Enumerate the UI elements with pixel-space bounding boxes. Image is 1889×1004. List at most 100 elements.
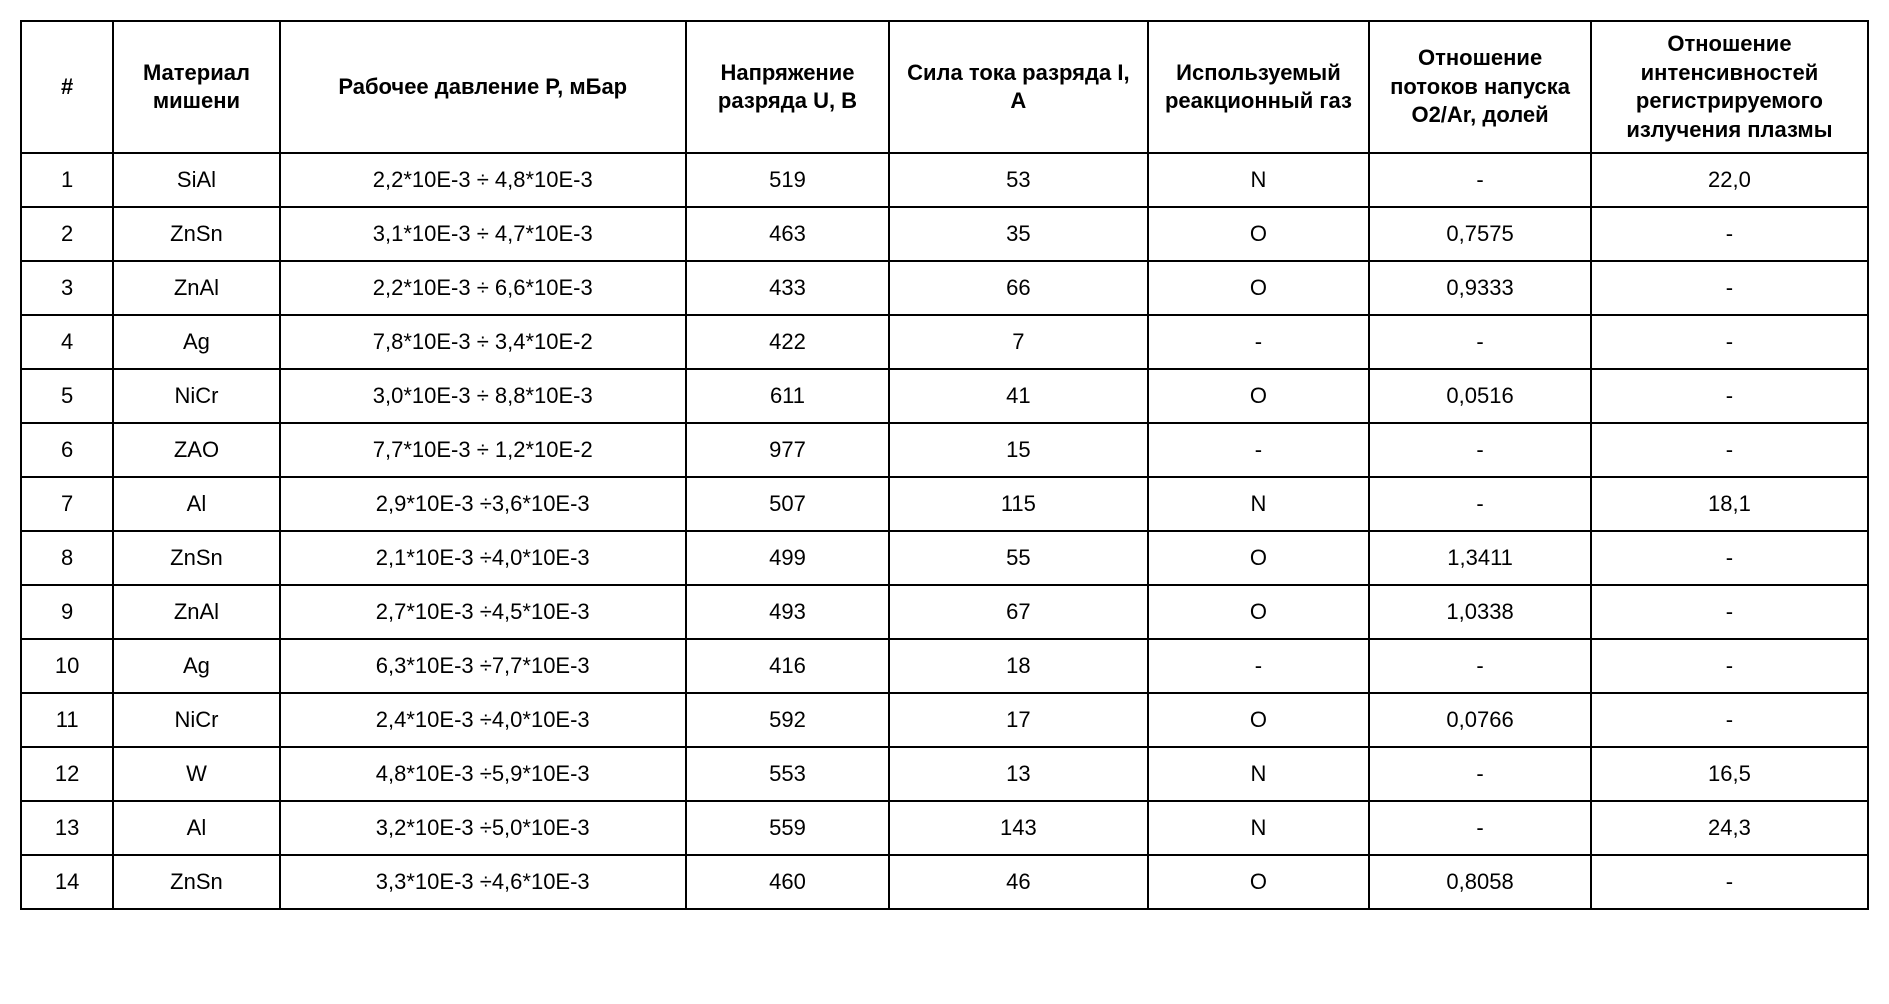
cell-3-1: Ag — [113, 315, 279, 369]
cell-2-3: 433 — [686, 261, 889, 315]
cell-7-3: 499 — [686, 531, 889, 585]
header-cell-2: Рабочее давление P, мБар — [280, 21, 686, 153]
cell-9-0: 10 — [21, 639, 113, 693]
cell-6-6: - — [1369, 477, 1591, 531]
cell-0-4: 53 — [889, 153, 1148, 207]
cell-4-0: 5 — [21, 369, 113, 423]
table-row: 10Ag6,3*10E-3 ÷7,7*10E-341618--- — [21, 639, 1868, 693]
cell-2-5: O — [1148, 261, 1370, 315]
cell-1-2: 3,1*10E-3 ÷ 4,7*10E-3 — [280, 207, 686, 261]
cell-4-2: 3,0*10E-3 ÷ 8,8*10E-3 — [280, 369, 686, 423]
cell-9-1: Ag — [113, 639, 279, 693]
cell-9-4: 18 — [889, 639, 1148, 693]
table-row: 7Al2,9*10E-3 ÷3,6*10E-3507115N-18,1 — [21, 477, 1868, 531]
cell-10-2: 2,4*10E-3 ÷4,0*10E-3 — [280, 693, 686, 747]
cell-13-0: 14 — [21, 855, 113, 909]
cell-0-3: 519 — [686, 153, 889, 207]
cell-7-6: 1,3411 — [1369, 531, 1591, 585]
cell-0-0: 1 — [21, 153, 113, 207]
header-cell-6: Отношение потоков напуска O2/Ar, долей — [1369, 21, 1591, 153]
cell-12-7: 24,3 — [1591, 801, 1868, 855]
cell-11-7: 16,5 — [1591, 747, 1868, 801]
cell-4-1: NiCr — [113, 369, 279, 423]
cell-12-2: 3,2*10E-3 ÷5,0*10E-3 — [280, 801, 686, 855]
cell-5-4: 15 — [889, 423, 1148, 477]
cell-5-5: - — [1148, 423, 1370, 477]
cell-7-1: ZnSn — [113, 531, 279, 585]
cell-6-1: Al — [113, 477, 279, 531]
cell-7-5: O — [1148, 531, 1370, 585]
cell-3-4: 7 — [889, 315, 1148, 369]
cell-7-2: 2,1*10E-3 ÷4,0*10E-3 — [280, 531, 686, 585]
cell-12-1: Al — [113, 801, 279, 855]
cell-6-5: N — [1148, 477, 1370, 531]
cell-1-0: 2 — [21, 207, 113, 261]
cell-8-1: ZnAl — [113, 585, 279, 639]
cell-10-6: 0,0766 — [1369, 693, 1591, 747]
table-row: 9ZnAl2,7*10E-3 ÷4,5*10E-349367O1,0338- — [21, 585, 1868, 639]
cell-9-5: - — [1148, 639, 1370, 693]
cell-3-5: - — [1148, 315, 1370, 369]
cell-12-6: - — [1369, 801, 1591, 855]
cell-0-6: - — [1369, 153, 1591, 207]
table-header: #Материал мишениРабочее давление P, мБар… — [21, 21, 1868, 153]
table-row: 4Ag7,8*10E-3 ÷ 3,4*10E-24227--- — [21, 315, 1868, 369]
cell-3-3: 422 — [686, 315, 889, 369]
cell-13-7: - — [1591, 855, 1868, 909]
cell-0-2: 2,2*10E-3 ÷ 4,8*10E-3 — [280, 153, 686, 207]
cell-5-2: 7,7*10E-3 ÷ 1,2*10E-2 — [280, 423, 686, 477]
cell-11-4: 13 — [889, 747, 1148, 801]
header-cell-3: Напряжение разряда U, B — [686, 21, 889, 153]
cell-0-1: SiAl — [113, 153, 279, 207]
cell-9-6: - — [1369, 639, 1591, 693]
cell-6-4: 115 — [889, 477, 1148, 531]
cell-2-1: ZnAl — [113, 261, 279, 315]
cell-9-7: - — [1591, 639, 1868, 693]
cell-8-3: 493 — [686, 585, 889, 639]
cell-10-4: 17 — [889, 693, 1148, 747]
cell-11-6: - — [1369, 747, 1591, 801]
table-body: 1SiAl2,2*10E-3 ÷ 4,8*10E-351953N-22,02Zn… — [21, 153, 1868, 909]
cell-7-4: 55 — [889, 531, 1148, 585]
cell-2-6: 0,9333 — [1369, 261, 1591, 315]
cell-8-4: 67 — [889, 585, 1148, 639]
header-cell-0: # — [21, 21, 113, 153]
cell-5-6: - — [1369, 423, 1591, 477]
cell-13-3: 460 — [686, 855, 889, 909]
cell-10-5: O — [1148, 693, 1370, 747]
cell-5-7: - — [1591, 423, 1868, 477]
cell-4-5: O — [1148, 369, 1370, 423]
cell-10-7: - — [1591, 693, 1868, 747]
cell-5-0: 6 — [21, 423, 113, 477]
cell-13-2: 3,3*10E-3 ÷4,6*10E-3 — [280, 855, 686, 909]
table-row: 5NiCr3,0*10E-3 ÷ 8,8*10E-361141O0,0516- — [21, 369, 1868, 423]
cell-13-1: ZnSn — [113, 855, 279, 909]
cell-1-3: 463 — [686, 207, 889, 261]
cell-12-4: 143 — [889, 801, 1148, 855]
table-row: 12W4,8*10E-3 ÷5,9*10E-355313N-16,5 — [21, 747, 1868, 801]
cell-6-7: 18,1 — [1591, 477, 1868, 531]
cell-1-7: - — [1591, 207, 1868, 261]
table-row: 13Al3,2*10E-3 ÷5,0*10E-3559143N-24,3 — [21, 801, 1868, 855]
cell-11-1: W — [113, 747, 279, 801]
table-row: 8ZnSn2,1*10E-3 ÷4,0*10E-349955O1,3411- — [21, 531, 1868, 585]
cell-3-6: - — [1369, 315, 1591, 369]
table-row: 1SiAl2,2*10E-3 ÷ 4,8*10E-351953N-22,0 — [21, 153, 1868, 207]
cell-3-0: 4 — [21, 315, 113, 369]
cell-8-0: 9 — [21, 585, 113, 639]
header-cell-5: Используемый реакционный газ — [1148, 21, 1370, 153]
cell-11-5: N — [1148, 747, 1370, 801]
header-cell-7: Отношение интенсивностей регистрируемого… — [1591, 21, 1868, 153]
data-table: #Материал мишениРабочее давление P, мБар… — [20, 20, 1869, 910]
cell-5-1: ZAO — [113, 423, 279, 477]
cell-9-2: 6,3*10E-3 ÷7,7*10E-3 — [280, 639, 686, 693]
cell-2-4: 66 — [889, 261, 1148, 315]
cell-11-3: 553 — [686, 747, 889, 801]
cell-7-7: - — [1591, 531, 1868, 585]
header-cell-1: Материал мишени — [113, 21, 279, 153]
cell-10-3: 592 — [686, 693, 889, 747]
cell-6-0: 7 — [21, 477, 113, 531]
cell-1-4: 35 — [889, 207, 1148, 261]
cell-9-3: 416 — [686, 639, 889, 693]
table-row: 11NiCr2,4*10E-3 ÷4,0*10E-359217O0,0766- — [21, 693, 1868, 747]
